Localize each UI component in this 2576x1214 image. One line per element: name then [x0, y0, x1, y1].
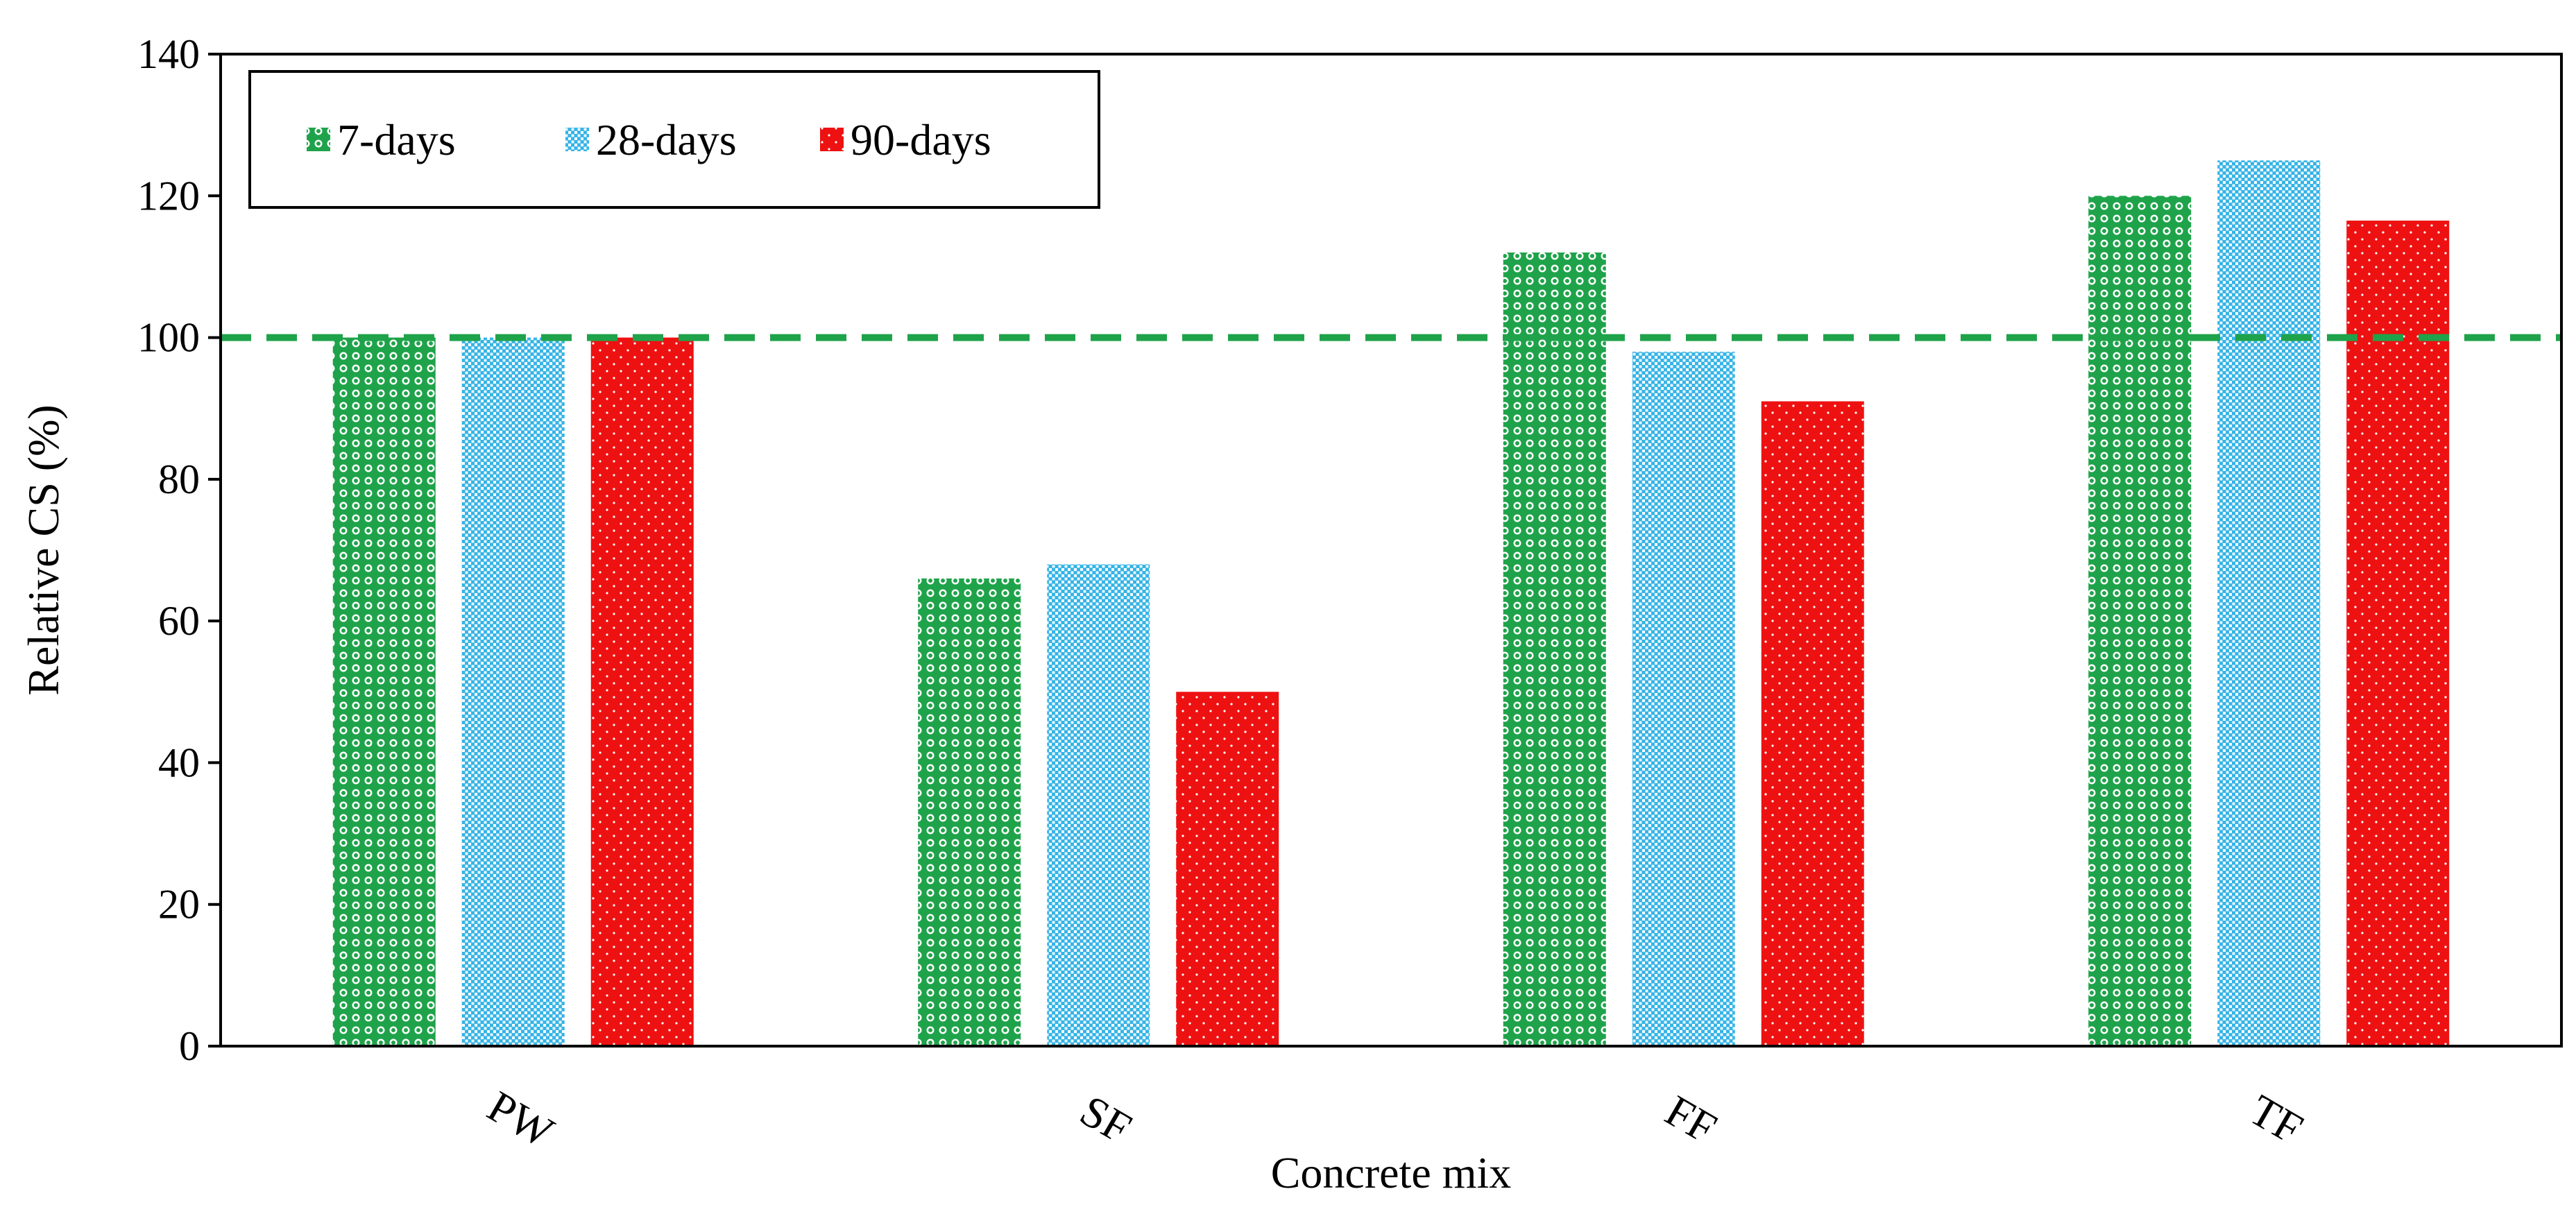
y-axis-ticks: 0 20 40 60 80 100 120 140 [137, 31, 221, 1069]
bar-ff-28-days [1632, 352, 1735, 1046]
bar-tf-90-days [2346, 221, 2450, 1047]
legend-swatch-90-days [820, 128, 844, 151]
y-tick-label: 80 [158, 456, 200, 502]
legend: 7-days 28-days 90-days [248, 70, 1100, 209]
bar-pw-7-days [332, 337, 436, 1047]
legend-box [248, 70, 1100, 209]
x-category-label-pw: PW [479, 1082, 562, 1158]
bar-ff-7-days [1503, 253, 1606, 1046]
bar-tf-28-days [2217, 160, 2321, 1047]
plot-area-frame [219, 53, 2563, 1048]
bar-tf-7-days [2088, 196, 2192, 1047]
legend-label-90-days: 90-days [851, 115, 991, 164]
x-category-label-ff: FF [1657, 1086, 1725, 1153]
y-tick-label: 0 [179, 1023, 200, 1069]
bar-sf-7-days [918, 578, 1021, 1046]
y-tick-label: 40 [158, 739, 200, 785]
bars [332, 160, 2450, 1047]
x-axis-category-labels: PW SF FF TF [479, 1082, 2311, 1158]
x-category-label-tf: TF [2242, 1085, 2311, 1154]
bar-ff-90-days [1761, 401, 1864, 1046]
y-tick-label: 60 [158, 598, 200, 644]
legend-label-28-days: 28-days [596, 115, 737, 164]
y-tick-label: 20 [158, 882, 200, 927]
bar-pw-90-days [590, 337, 694, 1047]
y-axis-title: Relative CS (%) [19, 404, 68, 695]
y-tick-label: 120 [137, 173, 200, 219]
y-tick-label: 140 [137, 31, 200, 77]
x-category-label-sf: SF [1072, 1086, 1139, 1153]
bar-sf-28-days [1047, 564, 1150, 1046]
legend-swatch-28-days [565, 128, 589, 151]
bar-sf-90-days [1176, 692, 1279, 1046]
x-axis-title: Concrete mix [1271, 1148, 1512, 1197]
bar-pw-28-days [461, 337, 565, 1047]
legend-swatch-7-days [307, 128, 330, 151]
y-tick-label: 100 [137, 315, 200, 361]
legend-label-7-days: 7-days [337, 115, 456, 164]
